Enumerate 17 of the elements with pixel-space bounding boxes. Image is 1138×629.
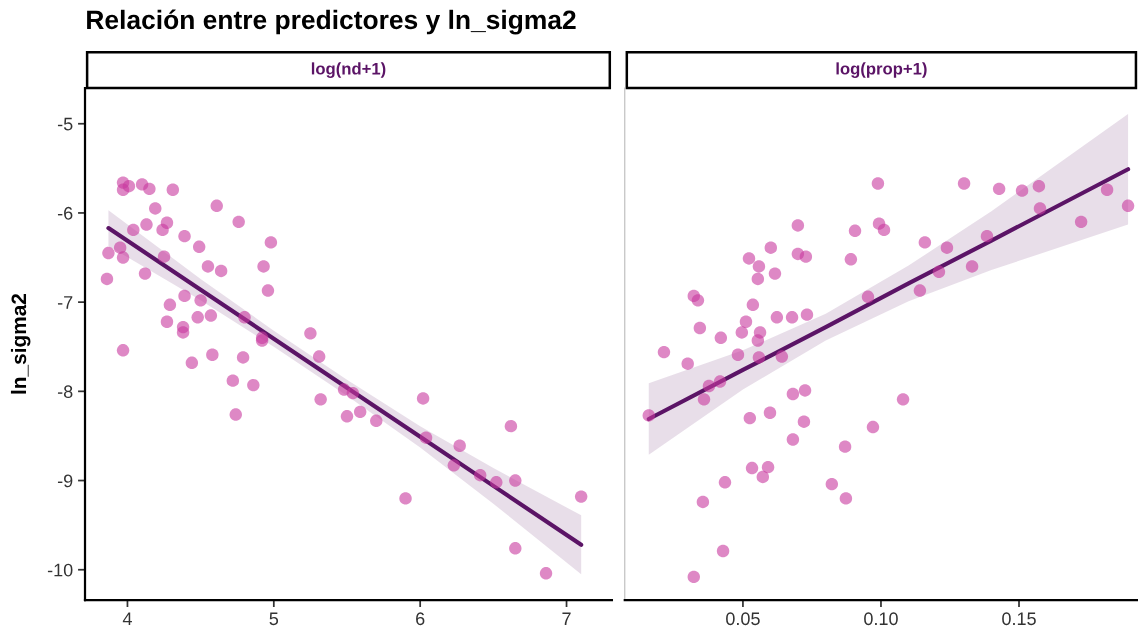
x-tick-label: 0.15	[1002, 612, 1036, 626]
y-tick-label: -7	[57, 296, 73, 309]
y-tick-label: -8	[57, 385, 73, 399]
y-tick-label: -9	[57, 474, 73, 488]
x-tick-label: 5	[269, 612, 279, 626]
chart-subtitle: log(nd+1)	[311, 62, 386, 78]
x-tick-label: 0.10	[864, 612, 898, 626]
x-tick-label: 6	[416, 612, 425, 626]
x-tick-label: 0.05	[726, 612, 760, 626]
x-tick-label: 7	[562, 612, 571, 625]
y-tick-label: -6	[57, 206, 73, 220]
x-tick-label: 4	[122, 612, 132, 625]
y-tick-label: -10	[47, 563, 73, 577]
y-tick-label: -5	[57, 117, 73, 131]
chart-title: Relación entre predictores y ln_sigma2	[87, 9, 576, 35]
y-axis-title: ln_sigma2	[10, 293, 31, 394]
chart-subtitle: log(prop+1)	[836, 62, 927, 78]
